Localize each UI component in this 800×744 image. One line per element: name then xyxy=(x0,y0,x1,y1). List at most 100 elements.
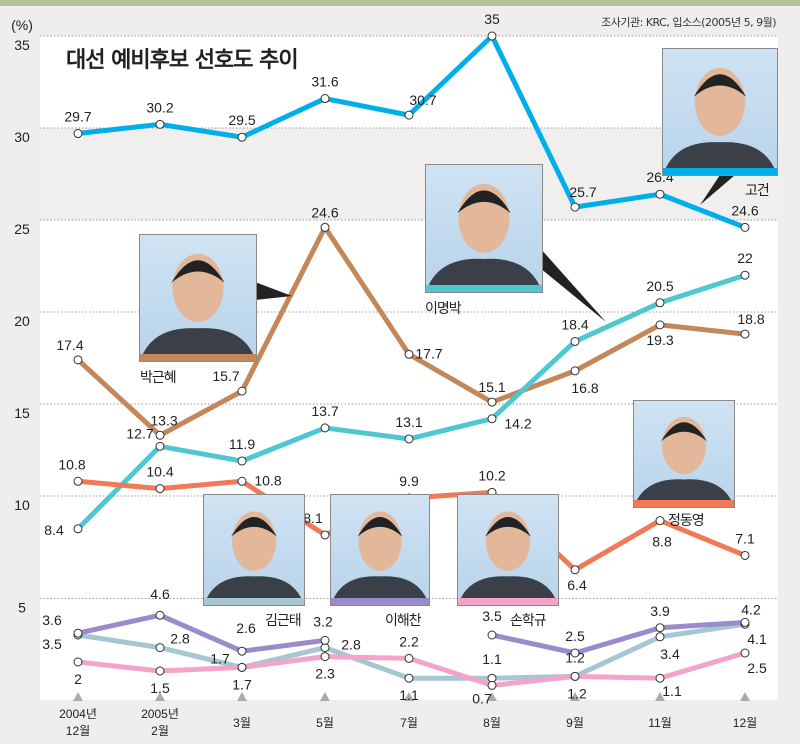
data-point xyxy=(487,414,497,424)
data-label: 31.6 xyxy=(311,74,338,90)
data-label: 16.8 xyxy=(571,380,598,396)
data-point xyxy=(320,423,330,433)
data-point xyxy=(487,31,497,41)
x-tick-label: 9월 xyxy=(566,716,584,730)
data-point xyxy=(655,298,665,308)
color-key-bar xyxy=(634,500,734,507)
data-point xyxy=(73,657,83,667)
data-label: 10.2 xyxy=(478,467,505,483)
data-point xyxy=(237,646,247,656)
data-point xyxy=(155,610,165,620)
portrait-icon xyxy=(426,184,542,292)
data-point xyxy=(740,648,750,658)
data-point xyxy=(570,648,580,658)
data-label: 22 xyxy=(737,250,753,266)
data-point xyxy=(655,632,665,642)
candidate-photo xyxy=(330,494,430,606)
data-label: 8.8 xyxy=(652,534,672,550)
data-point xyxy=(155,643,165,653)
x-tick-label: 12월 xyxy=(733,716,757,730)
candidate-photo xyxy=(457,494,559,606)
candidate-photo xyxy=(662,48,778,176)
data-point xyxy=(570,671,580,681)
x-tick-marker xyxy=(655,692,665,701)
candidate-photo xyxy=(139,234,257,362)
data-label: 2.5 xyxy=(747,660,767,676)
data-label: 3.2 xyxy=(313,613,333,629)
data-point xyxy=(570,366,580,376)
callout-pointer xyxy=(540,248,606,322)
x-tick-label: 3월 xyxy=(233,716,251,730)
data-label: 1.7 xyxy=(232,676,252,692)
plot-band xyxy=(40,128,778,220)
data-label: 3.5 xyxy=(42,636,62,652)
data-point xyxy=(570,565,580,575)
x-tick-marker xyxy=(740,692,750,701)
data-label: 8.4 xyxy=(44,522,64,538)
data-point xyxy=(570,336,580,346)
data-point xyxy=(155,484,165,494)
data-point xyxy=(570,202,580,212)
data-label: 4.6 xyxy=(150,586,170,602)
portrait-icon xyxy=(140,253,256,361)
data-point xyxy=(740,222,750,232)
data-label: 17.4 xyxy=(56,337,83,353)
candidate-name: 이명박 xyxy=(425,301,462,317)
x-tick-marker xyxy=(73,692,83,701)
data-label: 24.6 xyxy=(731,202,758,218)
callout-pointer xyxy=(255,282,292,300)
portrait-icon xyxy=(663,67,777,175)
data-label: 24.6 xyxy=(311,204,338,220)
data-label: 18.4 xyxy=(561,316,588,332)
data-point xyxy=(655,673,665,683)
data-label: 3.4 xyxy=(660,646,680,662)
data-label: 18.8 xyxy=(737,311,764,327)
data-label: 1.5 xyxy=(150,680,170,696)
data-label: 15.1 xyxy=(478,379,505,395)
data-point xyxy=(320,94,330,104)
data-point xyxy=(487,680,497,690)
data-point xyxy=(73,129,83,139)
color-key-bar xyxy=(204,598,304,605)
candidate-photo xyxy=(203,494,305,606)
data-label: 8.1 xyxy=(303,510,323,526)
x-tick-label: 5월 xyxy=(316,716,334,730)
data-label: 25.7 xyxy=(569,184,596,200)
y-tick-label: 30 xyxy=(14,129,30,145)
x-tick-label: 8월 xyxy=(483,716,501,730)
callout-pointer xyxy=(700,175,735,205)
candidate-photo xyxy=(425,164,543,293)
data-label: 2.3 xyxy=(315,666,335,682)
x-tick-label: 2005년 2월 xyxy=(141,707,179,738)
y-tick-label: 35 xyxy=(14,37,30,53)
data-point xyxy=(320,222,330,232)
data-point xyxy=(404,434,414,444)
data-label: 2.2 xyxy=(399,633,419,649)
color-key-bar xyxy=(140,354,256,361)
color-key-bar xyxy=(331,598,429,605)
data-point xyxy=(155,666,165,676)
data-point xyxy=(655,189,665,199)
data-point xyxy=(655,516,665,526)
candidate-name: 이해찬 xyxy=(385,613,422,629)
data-label: 13.1 xyxy=(395,414,422,430)
data-label: 1.1 xyxy=(662,683,682,699)
data-label: 29.7 xyxy=(64,109,91,125)
data-label: 6.4 xyxy=(567,577,587,593)
data-label: 17.7 xyxy=(415,345,442,361)
data-point xyxy=(487,630,497,640)
data-label: 0.7 xyxy=(472,690,492,706)
color-key-bar xyxy=(663,168,777,175)
data-point xyxy=(320,530,330,540)
top-accent-bar xyxy=(0,0,800,6)
x-tick-marker xyxy=(237,692,247,701)
portrait-icon xyxy=(634,416,734,507)
data-label: 35 xyxy=(484,11,500,27)
data-label: 11.9 xyxy=(229,436,255,452)
chart-title: 대선 예비후보 선호도 추이 xyxy=(66,48,299,73)
data-label: 13.7 xyxy=(311,403,338,419)
data-label: 20.5 xyxy=(646,278,673,294)
data-label: 30.2 xyxy=(146,99,173,115)
data-label: 4.1 xyxy=(747,631,767,647)
data-label: 30.7 xyxy=(409,92,436,108)
